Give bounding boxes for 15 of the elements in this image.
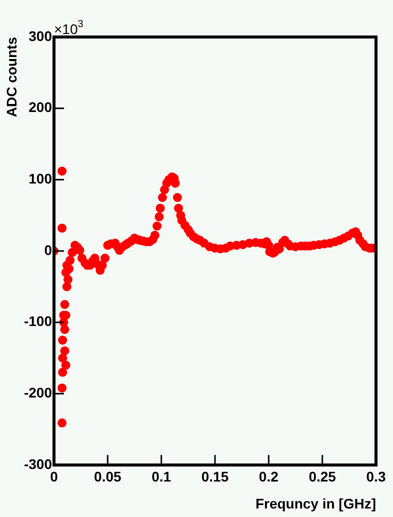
x-axis-title: Frequncy in [GHz] — [255, 495, 376, 512]
y-axis-title: ADC counts — [3, 36, 20, 118]
x-tick-label: 0.25 — [308, 468, 336, 484]
y-tick-label: -100 — [24, 313, 52, 330]
x-tick-label: 0.3 — [366, 468, 386, 484]
x-tick-label: 0.2 — [258, 468, 279, 484]
y-tick-label: 200 — [28, 99, 52, 116]
x-tick-label: 0.05 — [94, 468, 122, 484]
x-tick-label: 0.15 — [201, 468, 229, 484]
y-tick-label: -200 — [24, 384, 52, 401]
x-tick-label: 0.1 — [152, 468, 172, 484]
y-tick-label: 300 — [28, 28, 52, 44]
y-tick-label: 0 — [44, 242, 52, 258]
y-tick-label: -300 — [24, 456, 52, 472]
y-tick-label: 100 — [28, 170, 52, 187]
